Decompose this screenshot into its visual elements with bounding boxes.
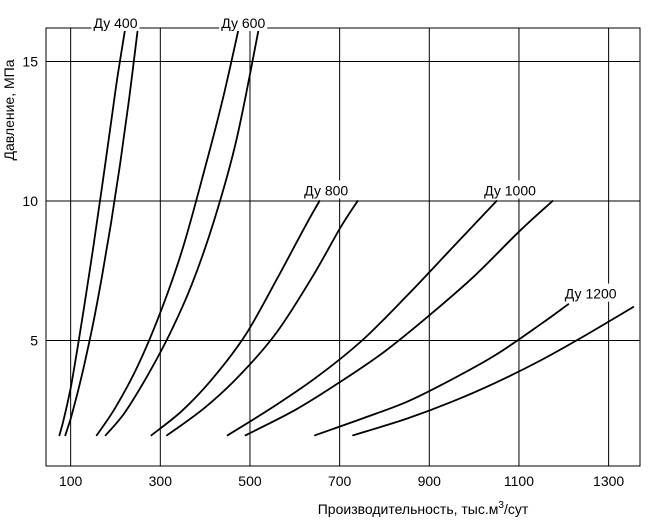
curve-1-1 [58, 27, 127, 437]
y-tick-label: 10 [22, 193, 38, 209]
x-tick-label: 300 [149, 473, 173, 489]
curve-label-background [219, 13, 268, 31]
curve-3-1 [150, 200, 321, 437]
curve-label: Ду 1000 [484, 182, 536, 198]
curve-2-1 [95, 27, 240, 437]
grid [46, 28, 640, 466]
y-tick-label: 5 [30, 332, 38, 348]
x-tick-label: 100 [59, 473, 83, 489]
x-axis-label: Производительность, тыс.м3/сут [318, 500, 529, 517]
curves [58, 27, 635, 437]
curve-1-2 [64, 27, 139, 437]
curve-label: Ду 400 [93, 15, 137, 31]
x-tick-label: 900 [418, 473, 442, 489]
curve-label: Ду 800 [304, 182, 348, 198]
y-tick-label: 15 [22, 53, 38, 69]
curve-labels: Ду 400 Ду 600 Ду 800 Ду 1000 Ду 1200 [91, 13, 619, 302]
plot-frame [45, 27, 641, 467]
x-tick-label: 1100 [504, 473, 534, 489]
curve-2-2 [104, 27, 260, 437]
curve-label: Ду 1200 [565, 286, 617, 302]
curve-4-2 [244, 200, 554, 437]
curve-label-background [482, 180, 538, 199]
x-tick-label: 1300 [593, 473, 624, 489]
x-tick-label: 700 [328, 473, 352, 489]
x-axis-label-superscript: 3 [498, 500, 504, 511]
curve-label-background [562, 283, 619, 302]
curve-5-1 [314, 303, 570, 437]
y-axis-label: Давление, МПа [1, 59, 17, 160]
curve-3-2 [166, 200, 359, 437]
x-tick-label: 500 [238, 473, 262, 489]
curve-label: Ду 600 [221, 15, 265, 31]
y-tick-labels: 5 10 15 [22, 53, 38, 348]
curve-label-background [91, 13, 140, 31]
x-axis-label-suffix: /сут [504, 501, 529, 517]
curve-label-background [302, 180, 351, 199]
x-tick-labels: 100 300 500 700 900 1100 1300 [59, 473, 624, 489]
curve-5-2 [352, 306, 635, 437]
curve-4-1 [226, 200, 498, 437]
x-axis-label-main: Производительность, тыс.м [318, 501, 499, 517]
